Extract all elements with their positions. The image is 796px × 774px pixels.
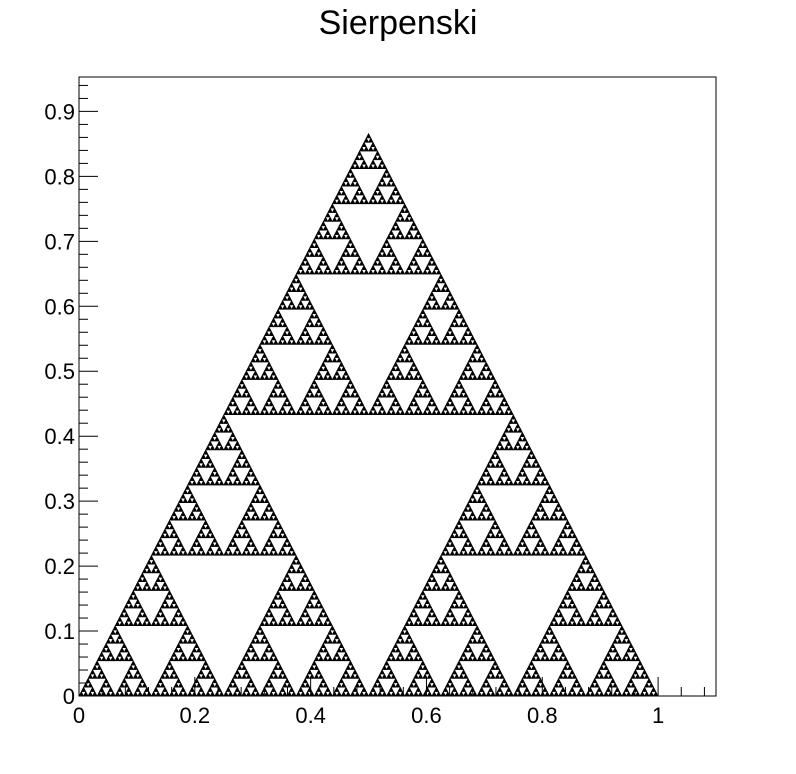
y-tick-label: 0.6 (44, 294, 75, 319)
chart-title: Sierpenski (318, 4, 478, 42)
y-tick-label: 0.7 (44, 229, 75, 254)
x-axis: 0 0.2 0.4 0.6 0.8 1 (73, 677, 705, 728)
x-tick-label: 0.8 (527, 703, 558, 728)
y-tick-label: 0 (63, 684, 75, 709)
x-tick-label: 1 (652, 703, 664, 728)
x-tick-label: 0.4 (295, 703, 326, 728)
sierpinski-fractal (78, 132, 659, 697)
plot-frame (78, 76, 717, 697)
x-tick-label: 0.6 (411, 703, 442, 728)
x-tick-label: 0 (73, 703, 85, 728)
y-tick-label: 0.2 (44, 554, 75, 579)
y-tick-label: 0.3 (44, 489, 75, 514)
y-tick-label: 0.5 (44, 359, 75, 384)
y-tick-label: 0.1 (44, 619, 75, 644)
sierpinski-series (78, 132, 659, 697)
y-tick-label: 0.9 (44, 99, 75, 124)
y-tick-label: 0.4 (44, 424, 75, 449)
x-tick-label: 0.2 (180, 703, 211, 728)
y-axis: 0 0.1 0.2 0.3 0.4 0.5 0.6 0.7 0.8 0.9 (44, 84, 98, 709)
y-tick-label: 0.8 (44, 164, 75, 189)
